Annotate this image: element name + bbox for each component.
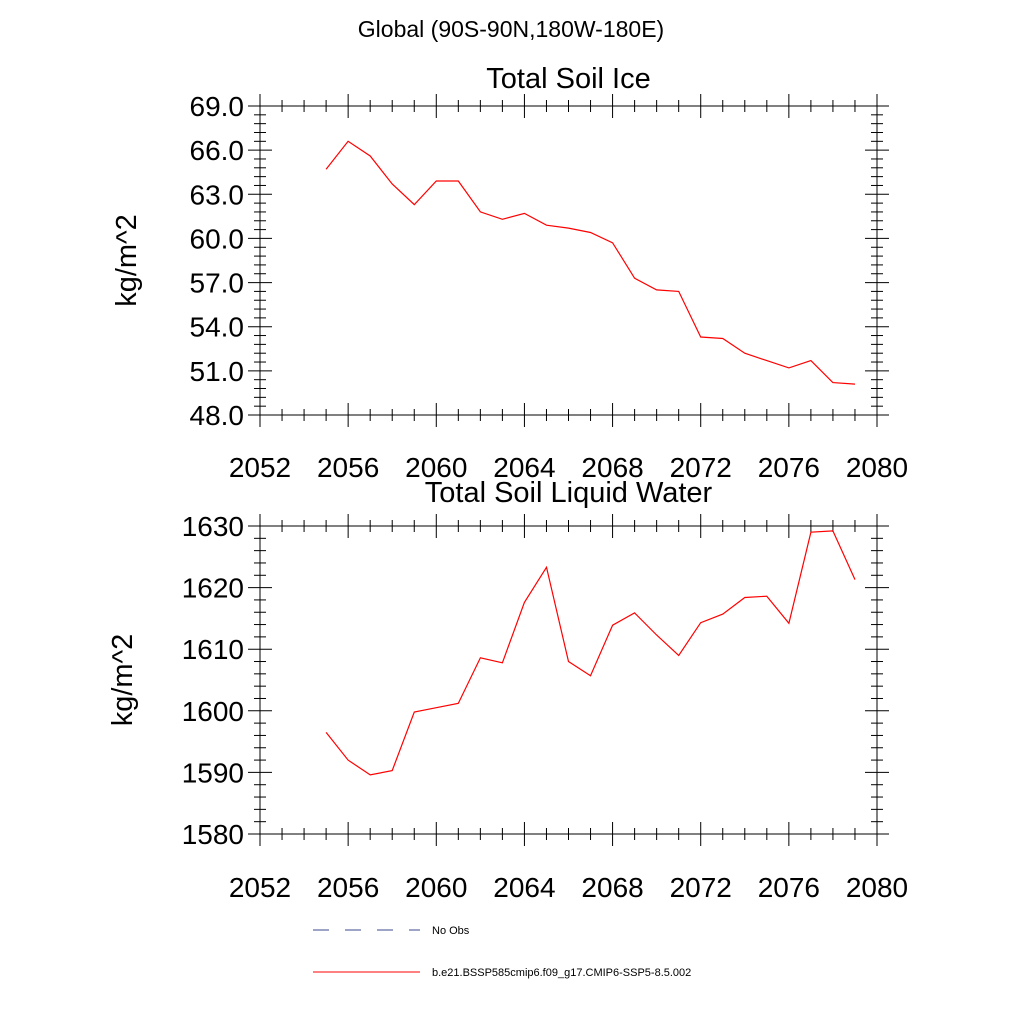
y-tick-label: 60.0: [190, 223, 245, 254]
x-tick-label: 2076: [758, 452, 820, 483]
y-tick-label: 1600: [182, 696, 244, 727]
y-axis-label: kg/m^2: [111, 214, 143, 307]
x-tick-label: 2080: [846, 872, 908, 903]
x-tick-label: 2068: [581, 872, 643, 903]
y-tick-label: 66.0: [190, 135, 245, 166]
x-tick-label: 2060: [405, 872, 467, 903]
x-tick-label: 2064: [493, 872, 555, 903]
series-line: [325, 140, 856, 385]
x-tick-label: 2056: [317, 452, 379, 483]
x-tick-label: 2076: [758, 872, 820, 903]
plot-frame: [259, 105, 878, 416]
x-tick-label: 2052: [229, 452, 291, 483]
legend-label-2: b.e21.BSSP585cmip6.f09_g17.CMIP6-SSP5-8.…: [432, 967, 691, 979]
x-tick-label: 2072: [670, 872, 732, 903]
x-tick-label: 2064: [493, 452, 555, 483]
x-tick-label: 2072: [670, 452, 732, 483]
y-tick-label: 1590: [182, 757, 244, 788]
y-axis-label: kg/m^2: [107, 634, 139, 727]
x-tick-label: 2068: [581, 452, 643, 483]
y-tick-label: 1580: [182, 819, 244, 850]
region-title: Global (90S-90N,180W-180E): [357, 16, 665, 42]
series-line: [325, 530, 856, 776]
legend: No Obs b.e21.BSSP585cmip6.f09_g17.CMIP6-S…: [313, 925, 691, 979]
x-tick-label: 2080: [846, 452, 908, 483]
x-tick-label: 2060: [405, 452, 467, 483]
y-tick-label: 54.0: [190, 312, 245, 343]
y-tick-label: 57.0: [190, 268, 245, 299]
y-tick-label: 1610: [182, 634, 244, 665]
y-tick-label: 69.0: [190, 91, 245, 122]
x-tick-label: 2052: [229, 872, 291, 903]
y-tick-label: 48.0: [190, 400, 245, 431]
y-tick-label: 51.0: [190, 356, 245, 387]
chart-panel-1: Total Soil Ice 48.0 51.0 54.0 57.0 60.0 63.0 66…: [111, 63, 908, 483]
y-tick-label: 63.0: [190, 179, 245, 210]
chart-title: Total Soil Ice: [486, 63, 650, 95]
legend-label-1: No Obs: [432, 925, 470, 937]
x-tick-label: 2056: [317, 872, 379, 903]
plot-frame: [259, 525, 878, 835]
y-tick-label: 1630: [182, 511, 244, 542]
chart-title: Total Soil Liquid Water: [425, 477, 713, 509]
y-tick-label: 1620: [182, 573, 244, 604]
chart-panel-2: Total Soil Liquid Water 1580 1590 1600 1610 1…: [107, 477, 908, 903]
